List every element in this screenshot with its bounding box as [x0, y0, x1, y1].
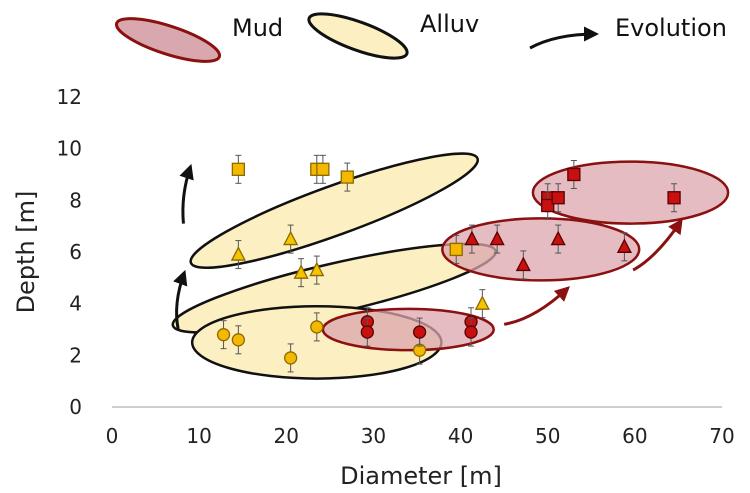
evolution-arrow-1	[173, 269, 188, 330]
mud-circle-point-2	[412, 317, 427, 347]
square-marker	[340, 170, 354, 184]
triangle-marker	[515, 256, 531, 272]
y-tick-label-2: 4	[69, 292, 82, 316]
mud-circle-point-4	[464, 317, 478, 347]
legend-alluv-swatch	[307, 12, 409, 60]
y-tick-label-5: 10	[57, 137, 82, 161]
alluv-triangle-point-2	[293, 258, 309, 288]
triangle-marker	[293, 264, 309, 279]
mud-cluster-ellipse-5	[531, 160, 730, 225]
alluv-square-point-4	[449, 234, 463, 264]
evolution-arrow-3	[632, 218, 683, 272]
evolution-arrows	[173, 163, 683, 330]
alluv-triangle-point-4	[474, 289, 490, 319]
triangle-marker	[550, 230, 566, 246]
x-tick-label-6: 60	[622, 424, 647, 448]
square-marker	[449, 242, 463, 257]
legend: Mud Alluv Evolution	[114, 10, 727, 63]
circle-marker	[231, 333, 246, 347]
mud-cluster-ellipse-4	[441, 217, 641, 282]
y-tick-label-4: 8	[69, 188, 82, 212]
circle-marker	[216, 328, 231, 342]
triangle-marker	[283, 230, 299, 246]
alluv-square-point-2	[316, 154, 330, 184]
triangle-marker	[230, 246, 246, 261]
mud-triangle-point-1	[489, 224, 505, 254]
data-points	[216, 154, 681, 373]
alluv-circle-point-2	[283, 343, 298, 373]
mud-triangle-point-3	[550, 224, 566, 254]
x-tick-label-1: 10	[186, 424, 211, 448]
square-marker	[567, 167, 581, 182]
alluv-cluster-ellipse-0	[189, 152, 480, 269]
y-tick-label-0: 0	[69, 395, 82, 419]
x-tick-label-0: 0	[106, 424, 119, 448]
legend-mud-label: Mud	[232, 14, 283, 42]
square-marker	[316, 162, 330, 176]
evolution-arrow-2	[503, 286, 570, 326]
mud-circle-point-1	[360, 317, 374, 347]
circle-marker	[464, 325, 478, 339]
legend-evolution-arrow	[529, 26, 599, 50]
mud-square-point-3	[567, 160, 581, 189]
x-tick-label-7: 70	[709, 424, 734, 448]
evolution-arrow-0	[179, 163, 194, 224]
triangle-marker	[309, 261, 325, 277]
legend-alluv-label: Alluv	[420, 10, 479, 38]
circle-marker	[360, 325, 374, 339]
square-marker	[667, 191, 681, 205]
mud-square-point-4	[667, 183, 681, 213]
y-tick-label-6: 12	[57, 85, 82, 109]
alluv-circle-point-3	[310, 312, 324, 342]
legend-evolution-label: Evolution	[615, 14, 727, 42]
alluv-square-point-3	[340, 162, 354, 192]
x-tick-label-4: 40	[448, 424, 473, 448]
triangle-marker	[489, 230, 505, 246]
mud-ellipses	[321, 160, 730, 352]
square-marker	[551, 191, 565, 205]
x-tick-label-3: 30	[361, 424, 386, 448]
circle-marker	[412, 325, 427, 339]
alluv-triangle-point-0	[230, 240, 246, 270]
alluv-triangle-point-1	[283, 224, 299, 254]
alluv-triangle-point-3	[309, 255, 325, 285]
legend-mud-swatch	[114, 17, 222, 63]
triangle-marker	[474, 295, 490, 310]
alluv-square-point-0	[231, 154, 246, 184]
x-tick-label-5: 50	[535, 424, 560, 448]
triangle-marker	[464, 230, 480, 246]
y-axis-title: Depth [m]	[12, 191, 40, 314]
alluv-circle-point-1	[231, 325, 246, 355]
x-tick-label-2: 20	[274, 424, 299, 448]
circle-marker	[310, 320, 324, 334]
alluv-circle-point-0	[216, 320, 231, 350]
y-tick-label-3: 6	[69, 240, 82, 264]
square-marker	[231, 162, 246, 176]
circle-marker	[283, 351, 298, 365]
x-axis-title: Diameter [m]	[340, 462, 502, 490]
mud-triangle-point-4	[616, 232, 632, 262]
square-marker	[541, 198, 555, 213]
axes: 0 10 20 30 40 50 60 70 0 2 4 6 8 10 12	[57, 85, 735, 448]
mud-triangle-point-0	[464, 224, 480, 254]
mud-square-point-2	[551, 183, 565, 213]
mud-triangle-point-2	[515, 250, 531, 280]
triangle-marker	[616, 238, 632, 253]
y-tick-label-1: 2	[69, 343, 82, 367]
mud-square-point-1	[541, 191, 555, 220]
